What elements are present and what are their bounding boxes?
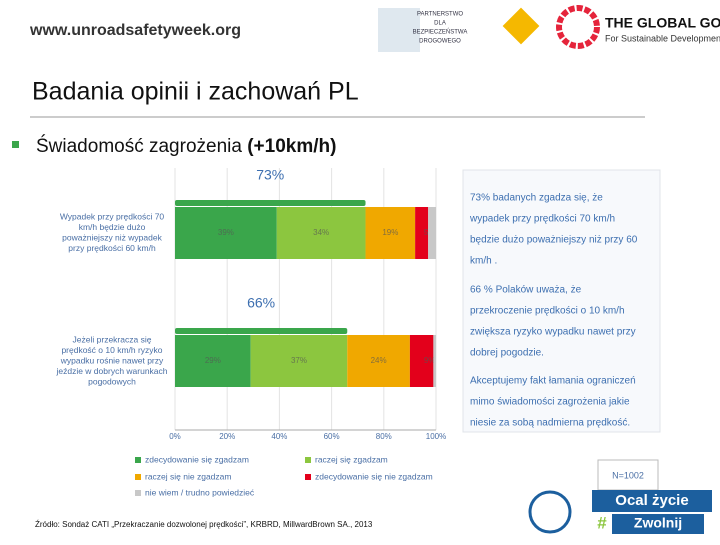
sign-icon [502,7,540,45]
bar-segment [347,335,410,387]
url: www.unroadsafetyweek.org [29,22,241,39]
bar-segment [433,335,436,387]
category-label: pogodowych [88,376,136,386]
legend-swatch [305,457,311,463]
bar-segment [365,207,416,259]
bar-segment [250,335,348,387]
bar-segment [415,207,429,259]
legend-swatch [135,457,141,463]
value-label: 9% [424,356,436,365]
note-line: wypadek przy prędkości 70 km/h [469,214,615,225]
partner-text: DROGOWEGO [419,39,461,45]
campaign-bg [612,514,704,534]
partner-text: PARTNERSTWO [417,12,463,18]
partner-text: DLA [434,21,446,27]
category-label: jeździe w dobrych warunkach [55,366,167,376]
legend-label: raczej się zgadzam [315,454,388,464]
slide-title: Badania opinii i zachowań PL [32,78,359,106]
category-label: prędkość o 10 km/h ryzyko [61,345,162,355]
category-label: przy prędkości 60 km/h [68,243,156,253]
category-label: wypadku rośnie nawet przy [60,355,164,365]
note-line: 73% badanych zgadza się, że [470,193,603,204]
legend-label: raczej się nie zgadzam [145,471,231,481]
partner-text: BEZPIECZEŃSTWA [413,29,468,36]
value-label: 29% [205,356,221,365]
x-tick-label: 80% [376,432,392,441]
category-label: poważniejszy niż wypadek [62,233,162,243]
bar-segment [175,207,277,259]
goals-title: THE GLOBAL GOALS [605,15,720,31]
annotation: 73% [256,167,284,183]
campaign: Zwolnij [634,515,682,531]
bar-segment [428,207,436,259]
x-tick-label: 0% [169,432,181,441]
bullet-mark [12,141,19,148]
x-tick-label: 40% [271,432,287,441]
bar-segment [409,335,434,387]
bullet-bold: (+10km/h) [247,136,336,157]
x-tick-label: 100% [426,432,446,441]
partner-icon [378,8,420,52]
x-tick-label: 20% [219,432,235,441]
note-line: będzie dużo poważniejszy niż przy 60 [470,235,638,246]
bar-segment [175,335,251,387]
note-line: dobrej pogodzie. [470,348,544,359]
legend-label: nie wiem / trudno powiedzieć [145,487,255,497]
value-label: 34% [313,228,329,237]
category-label: km/h będzie dużo [79,222,146,232]
value-label: 24% [371,356,387,365]
sample-box [597,459,659,491]
legend-swatch [135,474,141,480]
un-logo [528,490,572,534]
bar-segment [276,207,366,259]
value-label: 19% [382,228,398,237]
bullet: Świadomość zagrożenia (+10km/h) [36,135,336,157]
bracket [175,200,366,206]
note-line: mimo świadomości zagrożenia jakie [470,397,630,408]
sample: N=1002 [612,470,644,480]
campaign-bg [592,490,712,512]
note-line: 66 % Polaków uważa, że [470,285,582,296]
category-label: Wypadek przy prędkości 70 [60,212,165,222]
legend-label: zdecydowanie się zgadzam [145,454,249,464]
goals-subtitle: For Sustainable Development [605,33,720,43]
category-label: Jeżeli przekracza się [73,334,152,344]
legend-swatch [135,490,141,496]
note-line: km/h . [470,256,497,267]
value-label: 37% [291,356,307,365]
note-line: przekroczenie prędkości o 10 km/h [470,306,625,317]
campaign: # [597,513,607,532]
note-line: niesie za sobą nadmierna prędkość. [470,418,630,429]
annotation: 66% [247,295,275,311]
campaign: Ocal życie [615,492,688,509]
bullet-text: Świadomość zagrożenia [36,135,242,157]
source: Źródło: Sondaż CATI „Przekraczanie dozwo… [35,520,373,529]
legend-label: zdecydowanie się nie zgadzam [315,471,433,481]
goals-wheel [556,5,600,49]
value-label: 39% [218,228,234,237]
legend-swatch [305,474,311,480]
bracket [175,328,348,334]
note-line: zwiększa ryzyko wypadku nawet przy [470,327,636,338]
note-line: Akceptujemy fakt łamania ograniczeń [470,376,636,387]
notes-box [462,169,661,433]
x-tick-label: 60% [324,432,340,441]
